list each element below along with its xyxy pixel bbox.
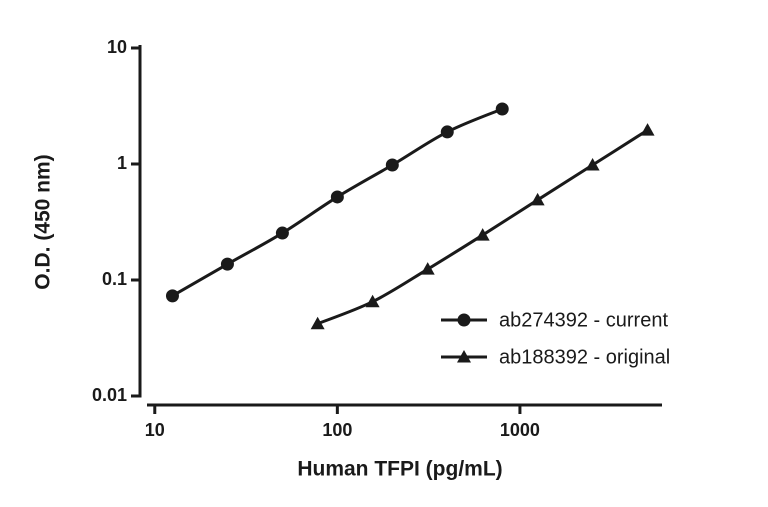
triangle-marker	[585, 158, 600, 171]
triangle-marker	[475, 228, 490, 241]
y-tick-label: 10	[107, 37, 127, 57]
x-tick-label: 100	[322, 420, 352, 440]
triangle-marker	[310, 316, 325, 330]
x-tick-label: 10	[145, 420, 165, 440]
legend-label: ab274392 - current	[499, 309, 668, 331]
circle-marker	[440, 125, 454, 139]
triangle-marker	[457, 350, 471, 363]
triangle-marker	[365, 294, 380, 308]
x-axis-title: Human TFPI (pg/mL)	[297, 458, 502, 481]
triangle-marker	[640, 123, 655, 136]
y-tick-label: 1	[117, 153, 127, 173]
circle-marker	[220, 257, 234, 271]
series-line	[317, 128, 649, 326]
triangle-marker	[530, 192, 545, 206]
triangle-marker	[420, 262, 435, 275]
legend-label: ab188392 - original	[499, 346, 670, 368]
y-tick-label: 0.1	[102, 269, 127, 289]
circle-marker	[385, 158, 399, 172]
circle-marker	[165, 289, 179, 303]
circle-marker	[495, 102, 509, 116]
y-tick-label: 0.01	[92, 385, 127, 405]
x-tick-label: 1000	[500, 420, 540, 440]
y-axis-title: O.D. (450 nm)	[32, 154, 55, 289]
circle-marker	[330, 190, 344, 204]
circle-marker	[275, 226, 289, 240]
circle-marker	[457, 313, 471, 327]
